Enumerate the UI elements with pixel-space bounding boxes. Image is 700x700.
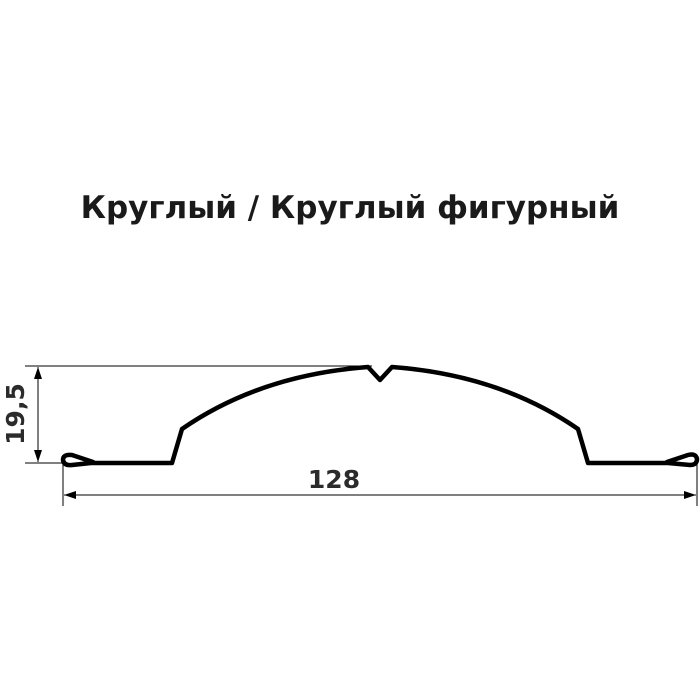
diagram-title: Круглый / Круглый фигурный bbox=[80, 190, 620, 226]
profile-shape bbox=[60, 364, 700, 468]
width-label: 128 bbox=[308, 465, 360, 494]
height-label: 19,5 bbox=[1, 383, 30, 445]
